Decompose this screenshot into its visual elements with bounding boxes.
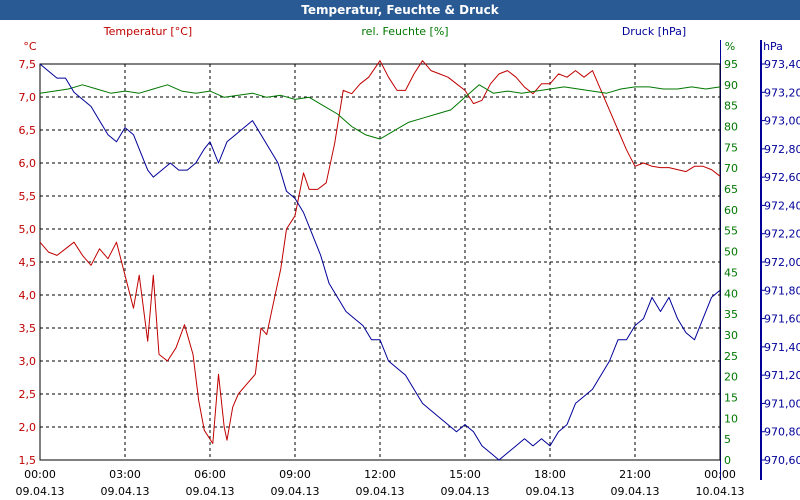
time-tick-label: 03:00 (109, 468, 141, 481)
time-tick-label: 06:00 (194, 468, 226, 481)
pressure-tick-label: 973,20 (764, 86, 800, 99)
humidity-tick-label: 15 (724, 391, 738, 404)
temperature-legend: Temperatur [°C] (103, 25, 192, 38)
date-tick-label: 09.04.13 (186, 485, 235, 498)
humidity-axis: 0 5 10 15 20 25 30 35 40 45 50 55 60 65 70 75 80 85 90 95 (724, 58, 738, 467)
temperature-line (39, 60, 721, 444)
date-tick-label: 09.04.13 (16, 485, 65, 498)
temperature-axis: 1,5 2,0 2,5 3,0 3,5 4,0 4,5 5,0 5,5 6,0 6,5 7,0 7,5 (19, 58, 37, 467)
humidity-tick-label: 25 (724, 350, 738, 363)
humidity-tick-label: 0 (724, 454, 731, 467)
pressure-tick-label: 971,20 (764, 369, 800, 382)
date-tick-label: 09.04.13 (611, 485, 660, 498)
date-tick-label: 09.04.13 (441, 485, 490, 498)
humidity-line (39, 84, 721, 140)
temperature-unit: °C (23, 40, 37, 53)
humidity-tick-label: 80 (724, 121, 738, 134)
date-tick-label: 09.04.13 (271, 485, 320, 498)
temperature-tick-label: 2,0 (19, 421, 37, 434)
pressure-tick-label: 971,40 (764, 341, 800, 354)
humidity-legend: rel. Feuchte [%] (361, 25, 448, 38)
pressure-tick-label: 970,60 (764, 454, 800, 467)
date-tick-label: 09.04.13 (356, 485, 405, 498)
humidity-tick-label: 20 (724, 371, 738, 384)
humidity-tick-label: 85 (724, 100, 738, 113)
pressure-tick-label: 971,80 (764, 284, 800, 297)
pressure-axis-bar (760, 40, 762, 480)
pressure-tick-label: 972,00 (764, 256, 800, 269)
pressure-tick-label: 973,40 (764, 58, 800, 71)
temperature-tick-label: 6,5 (19, 124, 37, 137)
humidity-tick-label: 65 (724, 183, 738, 196)
pressure-tick-label: 972,40 (764, 199, 800, 212)
plot-frame (39, 63, 721, 461)
pressure-tick-label: 971,00 (764, 397, 800, 410)
date-tick-label: 09.04.13 (526, 485, 575, 498)
humidity-tick-label: 35 (724, 308, 738, 321)
temperature-tick-label: 5,0 (19, 223, 37, 236)
temperature-tick-label: 2,5 (19, 388, 37, 401)
humidity-tick-label: 50 (724, 246, 738, 259)
series-lines (39, 60, 721, 461)
time-tick-label: 12:00 (364, 468, 396, 481)
humidity-tick-label: 95 (724, 58, 738, 71)
chart-title: Temperatur, Feuchte & Druck (0, 0, 800, 20)
temperature-tick-label: 3,5 (19, 322, 37, 335)
chart-area: 1,52,02,53,03,54,04,55,05,56,06,57,07,5 … (16, 25, 800, 498)
plot-border (39, 63, 721, 461)
time-tick-label: 09:00 (279, 468, 311, 481)
temperature-tick-label: 1,5 (19, 454, 37, 467)
pressure-tick-label: 972,20 (764, 228, 800, 241)
time-tick-label: 21:00 (619, 468, 651, 481)
pressure-unit: hPa (763, 40, 783, 53)
temperature-tick-label: 5,5 (19, 190, 37, 203)
humidity-unit: % (725, 40, 735, 53)
humidity-tick-label: 75 (724, 141, 738, 154)
humidity-tick-label: 10 (724, 412, 738, 425)
temperature-tick-label: 4,5 (19, 256, 37, 269)
date-tick-label: 09.04.13 (101, 485, 150, 498)
time-tick-label: 00:00 (704, 468, 736, 481)
pressure-tick-label: 973,00 (764, 115, 800, 128)
time-tick-label: 15:00 (449, 468, 481, 481)
pressure-tick-label: 970,80 (764, 426, 800, 439)
humidity-tick-label: 60 (724, 204, 738, 217)
humidity-tick-label: 90 (724, 79, 738, 92)
humidity-tick-label: 5 (724, 433, 731, 446)
pressure-tick-label: 971,60 (764, 313, 800, 326)
temperature-tick-label: 7,5 (19, 58, 37, 71)
time-axis: 00:00 09.04.13 03:00 09.04.13 06:00 09.04.13 0… (16, 468, 745, 498)
humidity-tick-label: 45 (724, 266, 738, 279)
humidity-tick-label: 30 (724, 329, 738, 342)
pressure-legend: Druck [hPa] (622, 25, 686, 38)
pressure-line (39, 63, 721, 461)
date-tick-label: 10.04.13 (696, 485, 745, 498)
pressure-tick-label: 972,60 (764, 171, 800, 184)
temperature-tick-label: 4,0 (19, 289, 37, 302)
temperature-tick-label: 7,0 (19, 91, 37, 104)
humidity-tick-label: 40 (724, 287, 738, 300)
humidity-tick-label: 55 (724, 225, 738, 238)
pressure-axis: 970,60 970,80 971,00 971,20 971,40 971,60 971,… (762, 58, 800, 467)
humidity-tick-label: 70 (724, 162, 738, 175)
temperature-tick-label: 3,0 (19, 355, 37, 368)
grid (39, 63, 721, 461)
time-tick-label: 18:00 (534, 468, 566, 481)
time-tick-label: 00:00 (24, 468, 56, 481)
pressure-tick-label: 972,80 (764, 143, 800, 156)
temperature-tick-label: 6,0 (19, 157, 37, 170)
